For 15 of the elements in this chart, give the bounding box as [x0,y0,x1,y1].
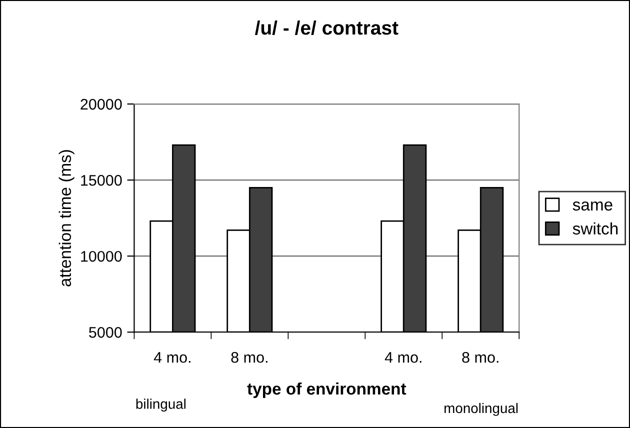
y-tick-label: 15000 [81,174,122,186]
x-tick-label: 8 mo. [231,352,268,363]
text: bilingual [136,398,186,412]
x-axis-title: type of environment [247,382,406,398]
text: monolingual [444,402,518,416]
legend-label: same [572,201,612,211]
legend-label: switch [572,222,618,235]
x-tick-label: 4 mo. [384,352,422,363]
y-tick-label: 10000 [81,250,122,262]
x-tick-label: 8 mo. [462,352,498,363]
y-axis-title: attention time (ms) [58,150,74,286]
chart-title: /u/ - /e/ contrast [255,20,398,35]
y-tick-label: 5000 [89,326,122,338]
y-tick-label: 20000 [80,98,122,110]
x-tick-label: 4 mo. [154,352,190,363]
